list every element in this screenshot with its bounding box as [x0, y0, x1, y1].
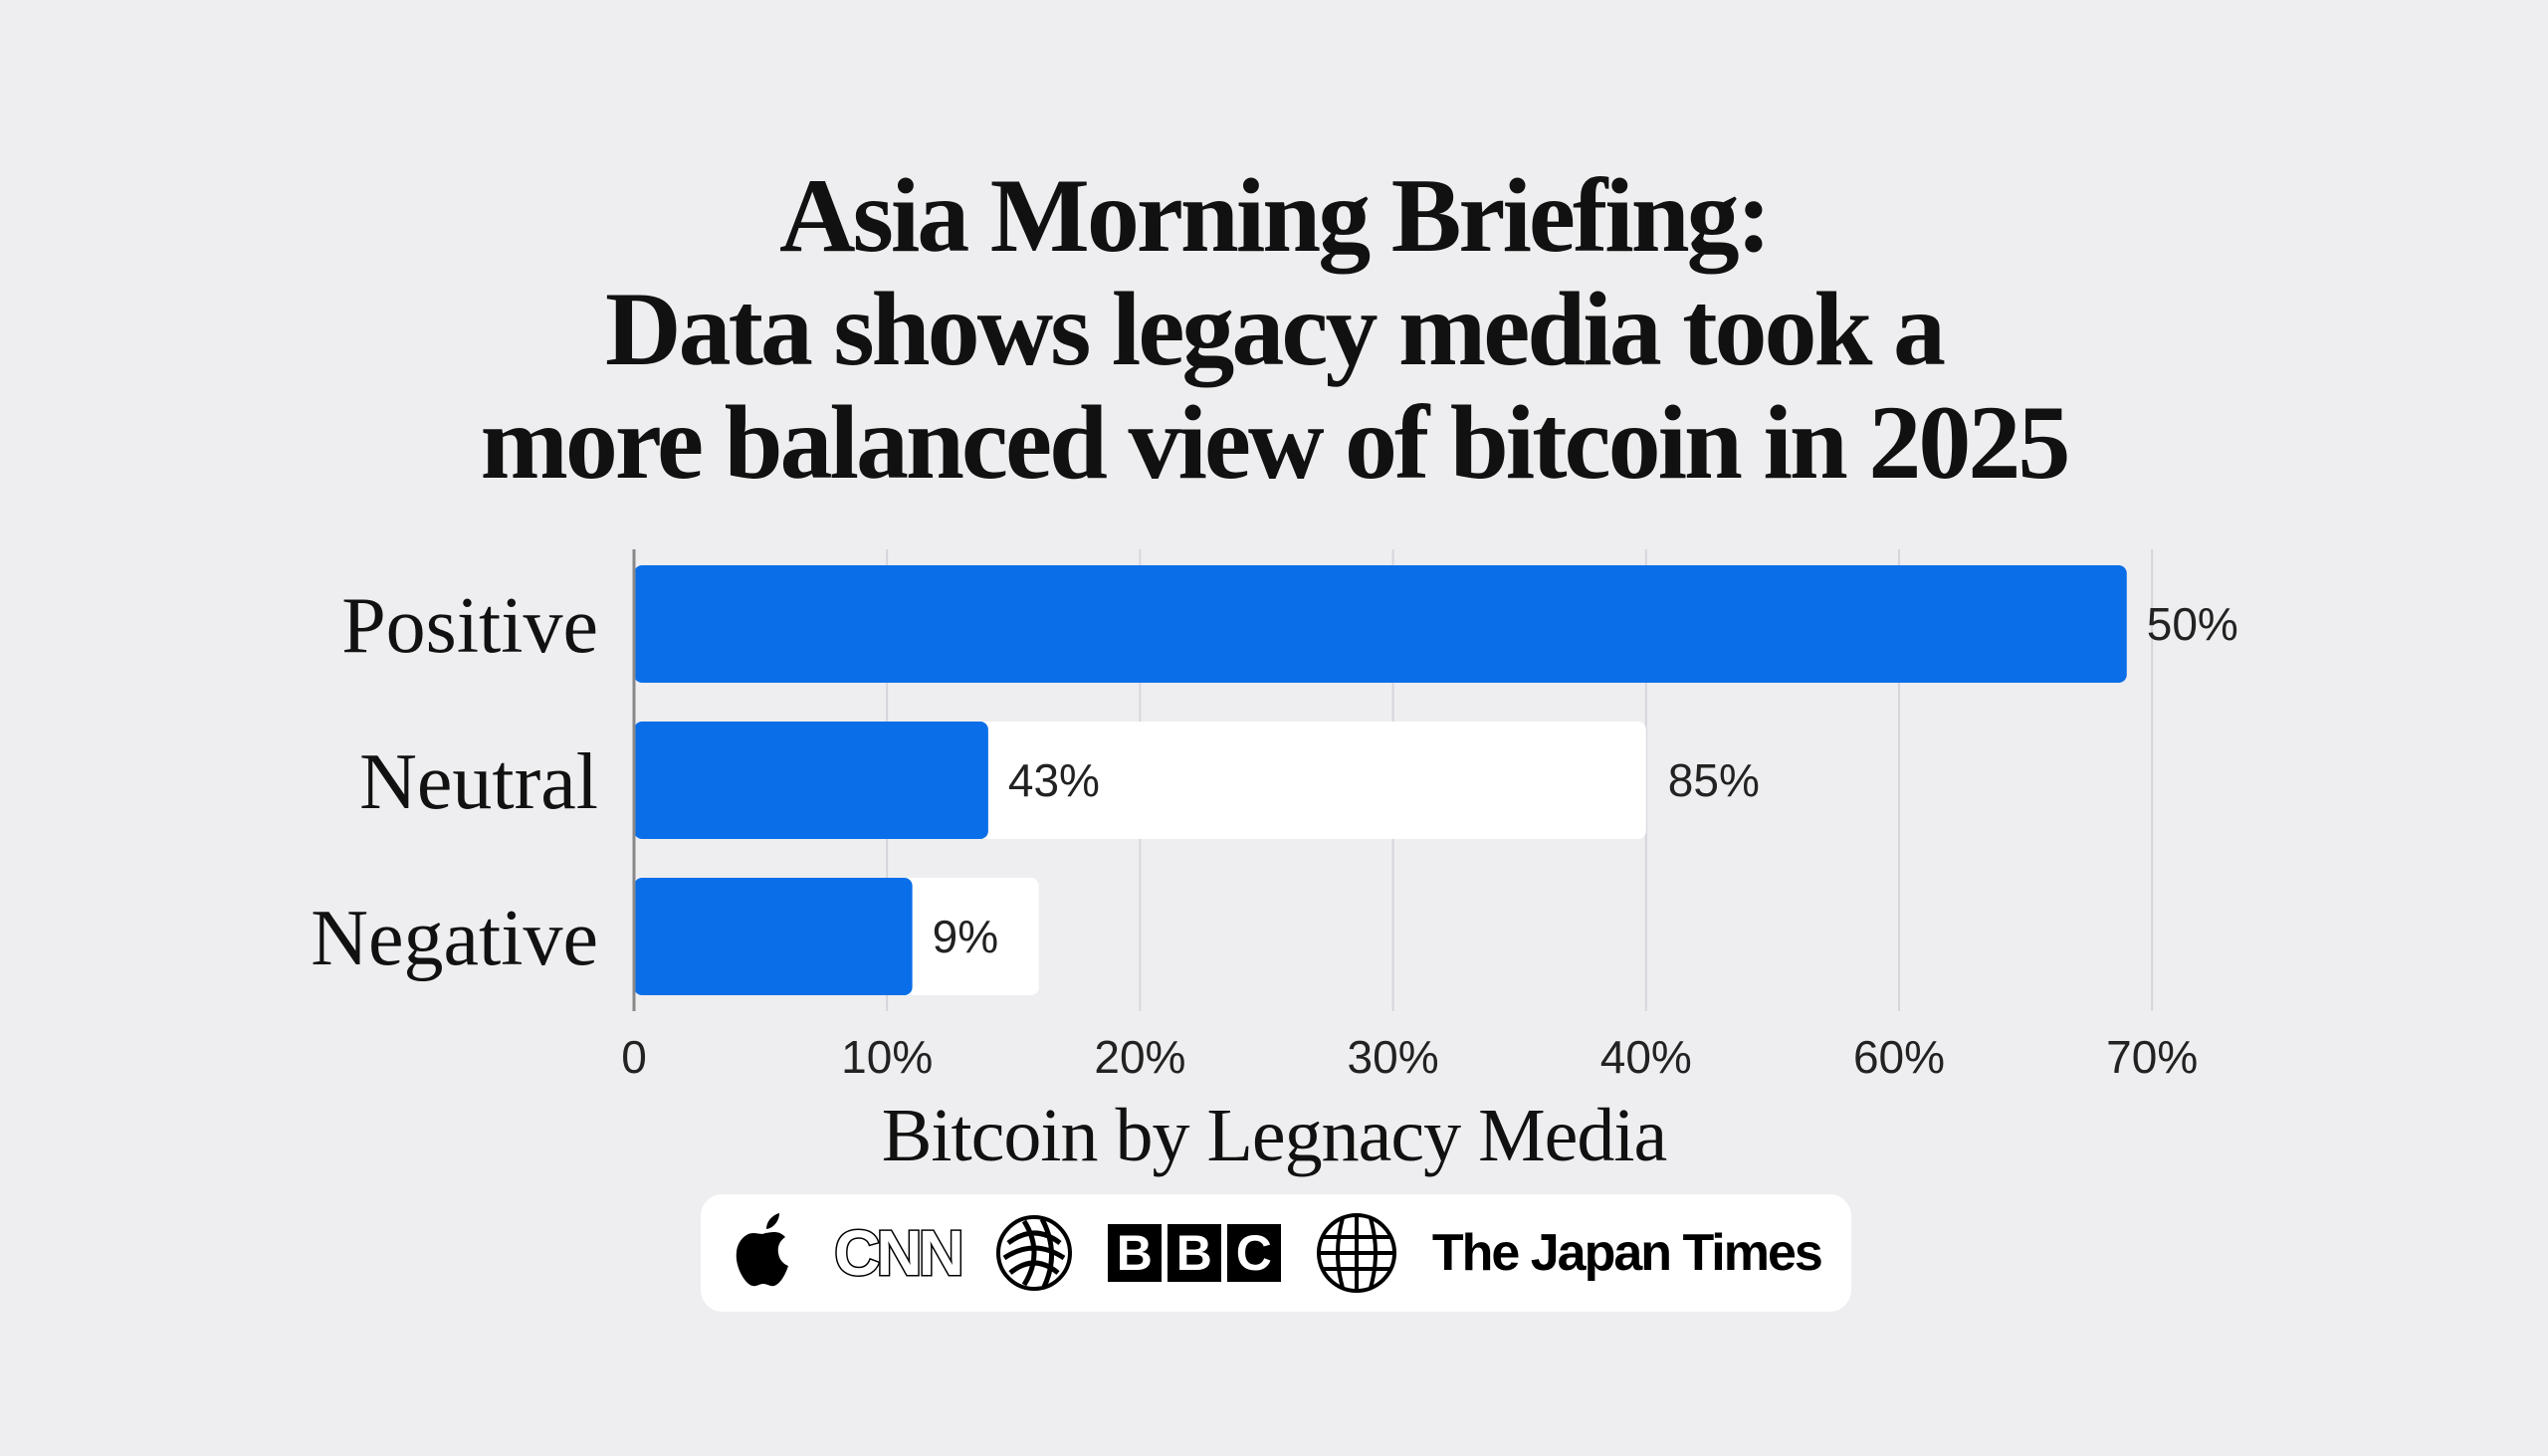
globe-grid-icon	[1315, 1211, 1398, 1295]
data-label: 43%	[1008, 754, 1100, 806]
data-label: 85%	[1668, 754, 1760, 806]
bar-primary	[634, 722, 988, 839]
bbc-logo: B B C	[1107, 1224, 1281, 1282]
x-axis-title: Bitcoin by Legnacy Media	[881, 1094, 1668, 1177]
x-tick-label: 0	[621, 1031, 647, 1083]
bar-primary	[634, 565, 2127, 683]
cnn-logo: CNN	[833, 1216, 966, 1291]
title-line-2: Data shows legacy media took a	[605, 271, 1946, 387]
x-tick-label: 20%	[1094, 1031, 1185, 1083]
category-label-positive: Positive	[341, 582, 598, 670]
x-tick-label: 30%	[1348, 1031, 1439, 1083]
x-tick-label: 70%	[2106, 1031, 2198, 1083]
category-label-neutral: Neutral	[359, 738, 598, 826]
x-tick-label: 60%	[1853, 1031, 1945, 1083]
apple-logo-icon	[731, 1211, 800, 1295]
data-label: 9%	[933, 911, 998, 962]
data-label: 50%	[2147, 598, 2238, 650]
title-line-3: more balanced view of bitcoin in 2025	[480, 384, 2071, 501]
chart-title: Asia Morning Briefing: Data shows legacy…	[0, 159, 2548, 500]
category-label-negative: Negative	[311, 895, 598, 982]
x-tick-label: 10%	[841, 1031, 933, 1083]
media-logos-strip: CNN B B C The Japan Times	[701, 1194, 1851, 1312]
bar-primary	[634, 878, 913, 995]
globe-emblem-icon	[994, 1213, 1074, 1293]
x-tick-label: 40%	[1600, 1031, 1692, 1083]
bbc-letter: C	[1226, 1224, 1281, 1282]
title-line-1: Asia Morning Briefing:	[779, 157, 1772, 274]
bbc-letter: B	[1167, 1224, 1221, 1282]
bbc-letter: B	[1107, 1224, 1162, 1282]
japan-times-logo: The Japan Times	[1431, 1224, 1823, 1282]
